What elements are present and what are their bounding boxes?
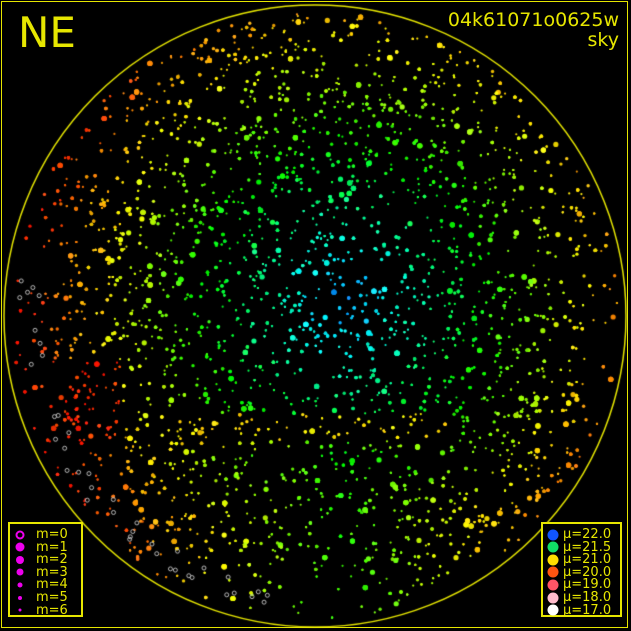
magnitude-symbol-icon [15,530,25,539]
legend-item-brightness: μ=17.0 [543,604,620,617]
magnitude-legend: m=0 m=1 m=2 m=3 m=4 m=5 m=6 [8,522,83,617]
legend-item-magnitude: m=0 [10,528,81,541]
legend-label: m=3 [36,564,68,580]
color-swatch-icon [547,554,559,566]
observation-id: 04k61071o0625w [447,9,619,31]
magnitude-symbol-icon [18,595,22,600]
legend-label: μ=18.0 [563,590,612,605]
legend-item-magnitude: m=4 [10,578,81,591]
legend-label: μ=20.0 [563,564,612,580]
legend-item-magnitude: m=2 [10,553,81,566]
plot-subtitle: sky [587,29,619,51]
color-swatch-icon [547,579,559,591]
legend-label: m=5 [36,590,68,605]
legend-label: μ=19.0 [563,577,612,593]
legend-item-magnitude: m=5 [10,591,81,604]
magnitude-symbol-icon [16,555,24,564]
legend-item-brightness: μ=18.0 [543,591,620,604]
color-swatch-icon [547,566,559,578]
legend-item-brightness: μ=20.0 [543,566,620,579]
legend-item-magnitude: m=1 [10,541,81,554]
legend-item-brightness: μ=19.0 [543,578,620,591]
legend-item-magnitude: m=6 [10,604,81,617]
legend-label: m=2 [36,552,68,568]
color-swatch-icon [547,529,559,540]
legend-label: μ=17.0 [563,602,612,618]
magnitude-symbol-icon [17,582,23,588]
legend-label: m=1 [36,539,68,555]
legend-label: m=4 [36,577,68,593]
brightness-legend: μ=22.0 μ=21.5 μ=21.0 μ=20.0 μ=19.0 μ=18.0 μ=17… [541,522,622,617]
magnitude-symbol-icon [18,608,22,612]
magnitude-symbol-icon [16,568,24,576]
legend-label: μ=22.0 [563,527,612,542]
legend-label: m=6 [36,602,68,618]
color-swatch-icon [547,592,559,603]
magnitude-symbol-icon [15,542,25,552]
legend-label: m=0 [36,527,68,542]
legend-item-brightness: μ=21.5 [543,541,620,554]
legend-label: μ=21.0 [563,552,612,568]
plot-title: 04k61071o0625w sky [448,10,619,50]
legend-item-brightness: μ=22.0 [543,528,620,541]
legend-item-magnitude: m=3 [10,566,81,579]
color-swatch-icon [547,541,559,553]
direction-label: NE [18,8,76,57]
legend-label: μ=21.5 [563,539,612,555]
legend-item-brightness: μ=21.0 [543,553,620,566]
color-swatch-icon [547,604,559,616]
